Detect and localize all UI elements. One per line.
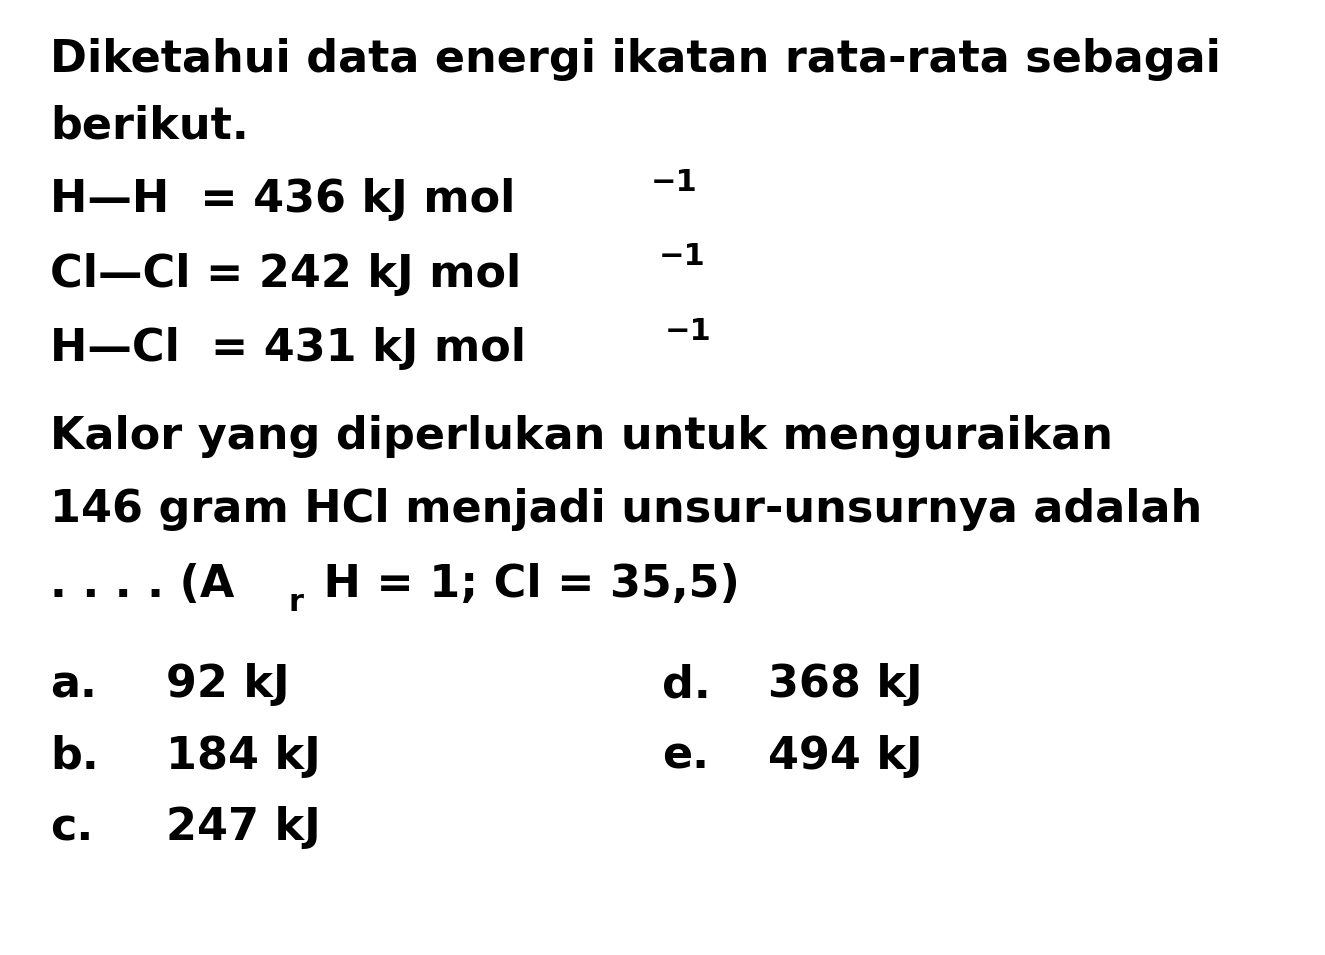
Text: berikut.: berikut. [50,104,249,147]
Text: b.: b. [50,734,99,777]
Text: 146 gram HCl menjadi unsur-unsurnya adalah: 146 gram HCl menjadi unsur-unsurnya adal… [50,488,1203,531]
Text: . . . . (A: . . . . (A [50,562,235,605]
Text: c.: c. [50,806,94,849]
Text: d.: d. [662,663,712,706]
Text: e.: e. [662,734,709,777]
Text: 247 kJ: 247 kJ [166,806,321,849]
Text: 184 kJ: 184 kJ [166,734,321,777]
Text: −1: −1 [651,168,697,197]
Text: H—Cl  = 431 kJ mol: H—Cl = 431 kJ mol [50,327,526,370]
Text: 92 kJ: 92 kJ [166,663,289,706]
Text: −1: −1 [659,243,705,271]
Text: 494 kJ: 494 kJ [768,734,924,777]
Text: Cl—Cl = 242 kJ mol: Cl—Cl = 242 kJ mol [50,252,522,295]
Text: r: r [289,588,303,617]
Text: H = 1; Cl = 35,5): H = 1; Cl = 35,5) [307,562,739,605]
Text: Kalor yang diperlukan untuk menguraikan: Kalor yang diperlukan untuk menguraikan [50,414,1113,457]
Text: a.: a. [50,663,97,706]
Text: 368 kJ: 368 kJ [768,663,924,706]
Text: Diketahui data energi ikatan rata-rata sebagai: Diketahui data energi ikatan rata-rata s… [50,37,1222,80]
Text: −1: −1 [665,317,712,346]
Text: H—H  = 436 kJ mol: H—H = 436 kJ mol [50,178,515,221]
